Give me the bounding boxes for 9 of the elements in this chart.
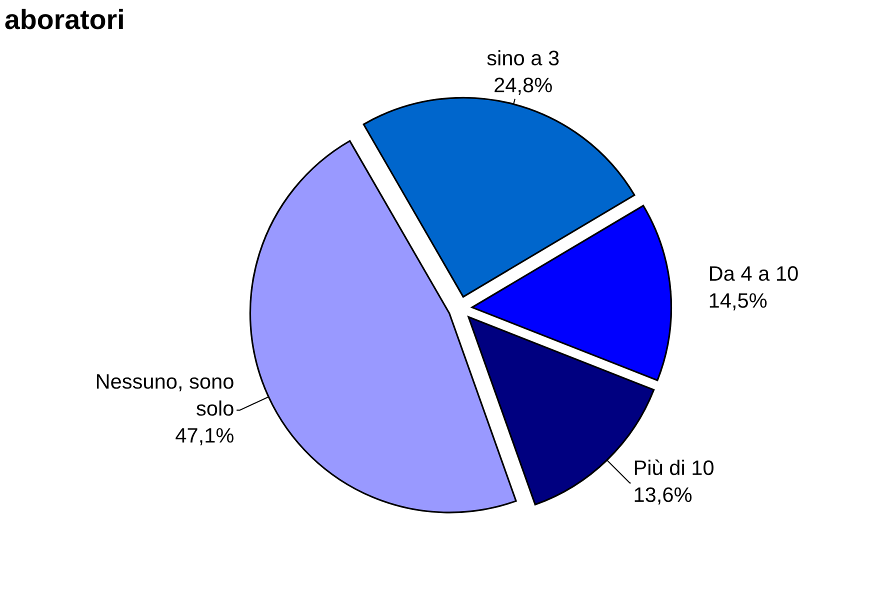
data-label: 14,5%: [710, 293, 767, 310]
slice-label: Nessuno, sono solo: [96, 374, 234, 416]
data-label: 47,1%: [176, 428, 234, 446]
slice-label: Più di 10: [634, 460, 714, 476]
slice-label: Da 4 a 10: [710, 266, 798, 281]
chart-title: aboratori: [5, 8, 123, 30]
data-label: 24,8%: [494, 78, 552, 95]
slice-label: sino a 3: [487, 50, 559, 66]
data-label: 13,6%: [634, 487, 692, 505]
